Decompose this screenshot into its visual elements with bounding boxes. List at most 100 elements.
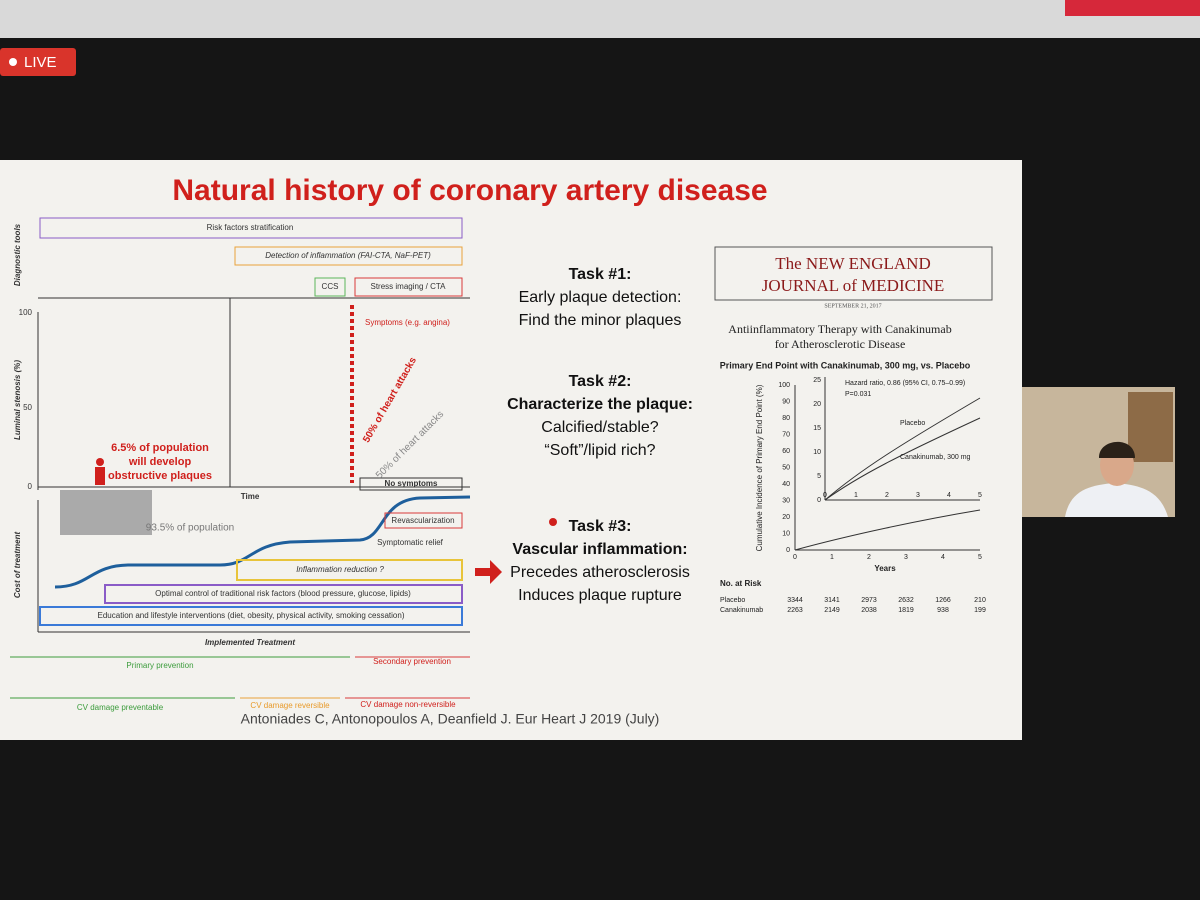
treatment-label: Optimal control of traditional risk fact… [155,589,411,598]
tick-label: 10 [782,530,790,537]
axis-label: Implemented Treatment [205,638,295,647]
masthead: The NEW ENGLAND [775,254,930,273]
risk-cell: 2632 [898,597,914,604]
tick-label: 80 [782,415,790,422]
article-title: Antiinflammatory Therapy with Canakinuma… [728,322,951,336]
tool-label: Detection of inflammation (FAI-CTA, NaF-… [265,251,431,260]
chart-title: Primary End Point with Canakinumab, 300 … [720,360,971,370]
tick-label: 0 [823,492,827,499]
webcam-person [1098,441,1135,458]
treatment-label: Inflammation reduction ? [296,565,384,574]
hazard: Hazard ratio, 0.86 (95% CI, 0.75–0.99) [845,380,965,387]
canakinumab-curve [824,417,981,501]
damage-label: CV damage reversible [250,701,330,710]
main-curve [794,509,981,551]
risk-cell: 2038 [861,607,877,614]
task-heading: Task #2: [569,373,632,390]
box [104,584,463,604]
live-text: LIVE [24,54,57,71]
tick-label: 4 [941,554,945,561]
tick-label: 2 [885,492,889,499]
journal-date: SEPTEMBER 21, 2017 [824,303,881,309]
annotation: Symptoms (e.g. angina) [365,318,450,327]
risk-cell: 3344 [787,597,803,604]
box [354,277,463,297]
masthead-box [714,246,993,301]
damage-label: CV damage non-reversible [360,700,456,709]
box [234,246,463,266]
risk-cell: 1819 [898,607,914,614]
risk-cell: 938 [937,607,949,614]
tick-label: 4 [947,492,951,499]
tick-label: 5 [978,554,982,561]
tick-label: 3 [904,554,908,561]
task-line: Early plaque detection: [519,289,682,306]
tick-label: 0 [793,554,797,561]
webcam [1022,387,1175,517]
task-line: Calcified/stable? [541,419,659,436]
axis-label: Cost of treatment [13,532,22,599]
box [359,477,463,491]
risk-cell: 2149 [824,607,840,614]
task-line: Characterize the plaque: [507,396,693,413]
risk-cell: Canakinumab [720,607,763,614]
box [39,217,463,239]
tick-label: 1 [830,554,834,561]
article-title: for Atherosclerotic Disease [775,337,906,351]
tick-label: 10 [813,449,821,456]
axis-label: Time [241,492,260,501]
task-line: Find the minor plaques [519,312,682,329]
km-chart [794,377,981,551]
live-dot [9,58,17,66]
tick-label: 100 [19,308,33,317]
task-heading: Task #1: [569,266,632,283]
risk-cell: Placebo [720,597,745,604]
webcam-door [1128,392,1173,462]
tool-label: Stress imaging / CTA [371,282,447,291]
treatment-label: Education and lifestyle interventions (d… [98,611,405,620]
tick-label: 25 [813,377,821,384]
risk-cell: 210 [974,597,986,604]
tick-label: 0 [28,482,33,491]
box [314,277,346,297]
tick-label: 30 [782,497,790,504]
risk-title: No. at Risk [720,579,762,588]
people-icons [60,490,152,535]
tick-label: 2 [867,554,871,561]
task-line: Precedes atherosclerosis [510,564,690,581]
cost-curve [54,495,471,589]
tasks: Task #1: Early plaque detection: Find the … [507,266,693,604]
stenosis-curve [40,297,350,488]
tick-label: 0 [786,547,790,554]
task-heading: Task #3: [569,518,632,535]
axis-label: Diagnostic tools [13,223,22,286]
tick-label: 0 [817,497,821,504]
axis-label: Cumulative Incidence of Primary End Poin… [755,384,764,551]
series-label: Placebo [900,420,925,427]
box [39,606,463,626]
tick-label: 60 [782,448,790,455]
tool-label: CCS [322,282,339,291]
tool-label: Risk factors stratification [207,223,294,232]
tick-label: 20 [782,514,790,521]
annotation: will develop [128,456,192,468]
tick-label: 20 [813,401,821,408]
diagram [10,217,502,699]
box [236,559,463,581]
pointer-dot [549,518,557,526]
risk-cell: 199 [974,607,986,614]
risk-cell: 3141 [824,597,840,604]
risk-cell: 2263 [787,607,803,614]
tick-label: 3 [916,492,920,499]
prevention-label: Primary prevention [126,661,193,670]
axis-label: Luminal stenosis (%) [13,360,22,440]
masthead: JOURNAL of MEDICINE [762,276,945,295]
tick-label: 50 [23,403,32,412]
person-icon [95,458,105,485]
annotation: 93.5% of population [146,523,234,534]
annotation: obstructive plaques [108,470,212,482]
top-button[interactable] [1065,0,1200,16]
slide [0,160,1022,740]
tick-label: 1 [854,492,858,499]
